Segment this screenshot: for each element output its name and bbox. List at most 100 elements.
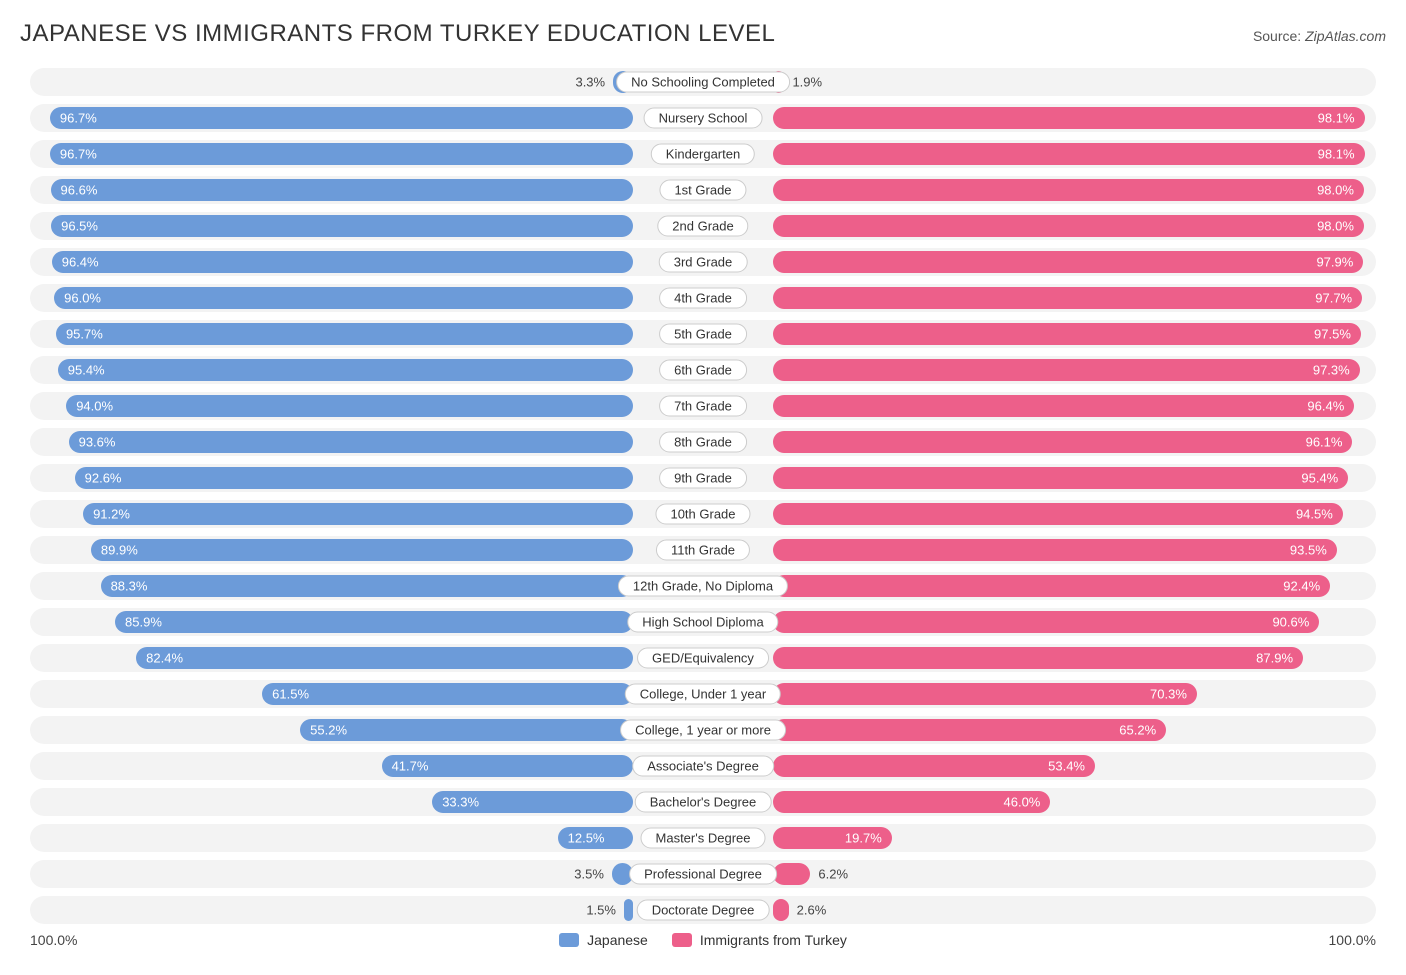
chart-row: 96.6%98.0%1st Grade: [30, 176, 1376, 204]
bar-left: 96.4%: [52, 251, 633, 273]
bar-left-value: 96.6%: [61, 183, 98, 198]
bar-right: 95.4%: [773, 467, 1348, 489]
row-right-half: 98.1%: [703, 140, 1376, 168]
chart-row: 85.9%90.6%High School Diploma: [30, 608, 1376, 636]
bar-right-value: 46.0%: [1004, 795, 1041, 810]
bar-right-value: 95.4%: [1301, 471, 1338, 486]
row-right-half: 90.6%: [703, 608, 1376, 636]
bar-left: 41.7%: [382, 755, 633, 777]
bar-left: 96.5%: [51, 215, 633, 237]
bar-right: 97.5%: [773, 323, 1361, 345]
bar-right: 90.6%: [773, 611, 1319, 633]
row-category-label: 7th Grade: [659, 396, 747, 417]
row-right-half: 6.2%: [703, 860, 1376, 888]
bar-left-value: 93.6%: [79, 435, 116, 450]
bar-right: 96.4%: [773, 395, 1354, 417]
bar-left: 96.7%: [50, 107, 633, 129]
bar-left-value: 92.6%: [85, 471, 122, 486]
source-value: ZipAtlas.com: [1305, 28, 1386, 44]
row-left-half: 82.4%: [30, 644, 703, 672]
bar-left-value: 88.3%: [111, 579, 148, 594]
legend: Japanese Immigrants from Turkey: [559, 932, 847, 948]
legend-swatch-right: [672, 933, 692, 947]
axis-left-max: 100.0%: [30, 932, 77, 948]
bar-left: 96.6%: [51, 179, 633, 201]
bar-right: 87.9%: [773, 647, 1303, 669]
row-right-half: 94.5%: [703, 500, 1376, 528]
bar-left: 12.5%: [558, 827, 633, 849]
bar-right: 53.4%: [773, 755, 1095, 777]
row-right-half: 70.3%: [703, 680, 1376, 708]
row-right-half: 98.0%: [703, 176, 1376, 204]
bar-right-value: 97.3%: [1313, 363, 1350, 378]
chart-row: 3.3% 1.9%No Schooling Completed: [30, 68, 1376, 96]
bar-right: 97.3%: [773, 359, 1360, 381]
row-right-half: 19.7%: [703, 824, 1376, 852]
row-category-label: No Schooling Completed: [616, 72, 790, 93]
bar-left: 93.6%: [69, 431, 633, 453]
bar-left: 94.0%: [66, 395, 633, 417]
chart-row: 88.3%92.4%12th Grade, No Diploma: [30, 572, 1376, 600]
row-left-half: 96.4%: [30, 248, 703, 276]
row-category-label: 9th Grade: [659, 468, 747, 489]
row-category-label: Associate's Degree: [632, 756, 774, 777]
bar-right-value: 97.5%: [1314, 327, 1351, 342]
bar-left-value: 82.4%: [146, 651, 183, 666]
bar-left: 92.6%: [75, 467, 633, 489]
row-right-half: 97.9%: [703, 248, 1376, 276]
bar-right-value: 98.0%: [1317, 183, 1354, 198]
row-category-label: 8th Grade: [659, 432, 747, 453]
bar-right-value: 97.7%: [1315, 291, 1352, 306]
bar-left-value: 3.5%: [574, 867, 604, 882]
row-category-label: College, 1 year or more: [620, 720, 786, 741]
chart-row: 96.7%98.1%Kindergarten: [30, 140, 1376, 168]
bar-left-value: 95.4%: [68, 363, 105, 378]
bar-right-value: 92.4%: [1283, 579, 1320, 594]
bar-left-value: 94.0%: [76, 399, 113, 414]
row-right-half: 95.4%: [703, 464, 1376, 492]
bar-right: 6.2%: [773, 863, 810, 885]
row-left-half: 91.2%: [30, 500, 703, 528]
axis-right-max: 100.0%: [1329, 932, 1376, 948]
bar-left: 55.2%: [300, 719, 633, 741]
row-right-half: 97.3%: [703, 356, 1376, 384]
bar-left: 96.7%: [50, 143, 633, 165]
row-right-half: 65.2%: [703, 716, 1376, 744]
row-left-half: 92.6%: [30, 464, 703, 492]
row-right-half: 1.9%: [703, 68, 1376, 96]
row-right-half: 97.7%: [703, 284, 1376, 312]
bar-right: 2.6%: [773, 899, 789, 921]
bar-right-value: 94.5%: [1296, 507, 1333, 522]
bar-right: 92.4%: [773, 575, 1330, 597]
bar-right-value: 1.9%: [792, 75, 822, 90]
row-category-label: 4th Grade: [659, 288, 747, 309]
bar-right-value: 70.3%: [1150, 687, 1187, 702]
row-category-label: 11th Grade: [656, 540, 750, 561]
row-category-label: Nursery School: [644, 108, 763, 129]
chart-row: 95.4%97.3%6th Grade: [30, 356, 1376, 384]
row-left-half: 95.7%: [30, 320, 703, 348]
row-left-half: 96.5%: [30, 212, 703, 240]
legend-label-left: Japanese: [587, 932, 648, 948]
row-right-half: 98.0%: [703, 212, 1376, 240]
row-category-label: Master's Degree: [641, 828, 766, 849]
row-left-half: 12.5%: [30, 824, 703, 852]
bar-left: 91.2%: [83, 503, 633, 525]
chart-header: JAPANESE VS IMMIGRANTS FROM TURKEY EDUCA…: [20, 20, 1386, 48]
bar-left: 88.3%: [101, 575, 633, 597]
row-left-half: 96.0%: [30, 284, 703, 312]
row-left-half: 3.3%: [30, 68, 703, 96]
chart-title: JAPANESE VS IMMIGRANTS FROM TURKEY EDUCA…: [20, 20, 775, 48]
bar-left: 96.0%: [54, 287, 633, 309]
bar-left: 85.9%: [115, 611, 633, 633]
chart-row: 12.5% 19.7%Master's Degree: [30, 824, 1376, 852]
row-left-half: 96.7%: [30, 140, 703, 168]
chart-row: 96.7%98.1%Nursery School: [30, 104, 1376, 132]
bar-left-value: 95.7%: [66, 327, 103, 342]
row-right-half: 87.9%: [703, 644, 1376, 672]
row-left-half: 96.7%: [30, 104, 703, 132]
bar-right: 46.0%: [773, 791, 1050, 813]
bar-right-value: 93.5%: [1290, 543, 1327, 558]
bar-right: 96.1%: [773, 431, 1352, 453]
row-category-label: 2nd Grade: [657, 216, 748, 237]
